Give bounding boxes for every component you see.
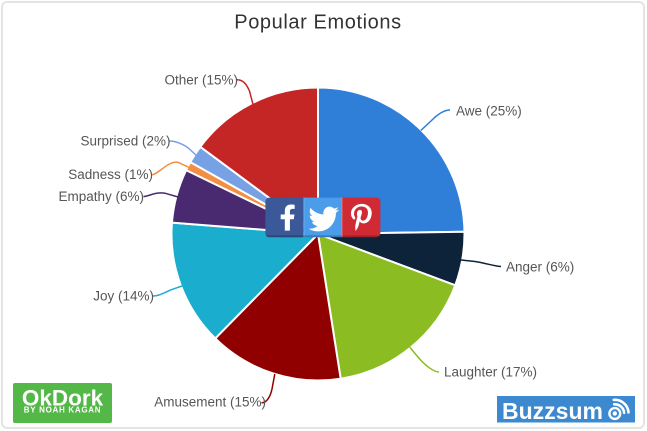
svg-text:Popular Emotions: Popular Emotions: [234, 12, 401, 34]
svg-text:Other (15%): Other (15%): [164, 73, 238, 88]
svg-text:Empathy (6%): Empathy (6%): [58, 189, 144, 204]
svg-text:Amusement (15%): Amusement (15%): [154, 395, 266, 410]
svg-text:Surprised (2%): Surprised (2%): [80, 134, 170, 149]
svg-text:Anger (6%): Anger (6%): [506, 260, 574, 275]
svg-text:Joy (14%): Joy (14%): [93, 289, 154, 304]
svg-text:Sadness (1%): Sadness (1%): [68, 167, 153, 182]
svg-text:Laughter (17%): Laughter (17%): [444, 365, 537, 380]
svg-text:OkDork: OkDork: [22, 386, 104, 411]
svg-text:BY NOAH KAGAN: BY NOAH KAGAN: [24, 406, 101, 415]
svg-text:Awe (25%): Awe (25%): [456, 104, 522, 119]
svg-text:Buzzsum: Buzzsum: [502, 398, 603, 424]
